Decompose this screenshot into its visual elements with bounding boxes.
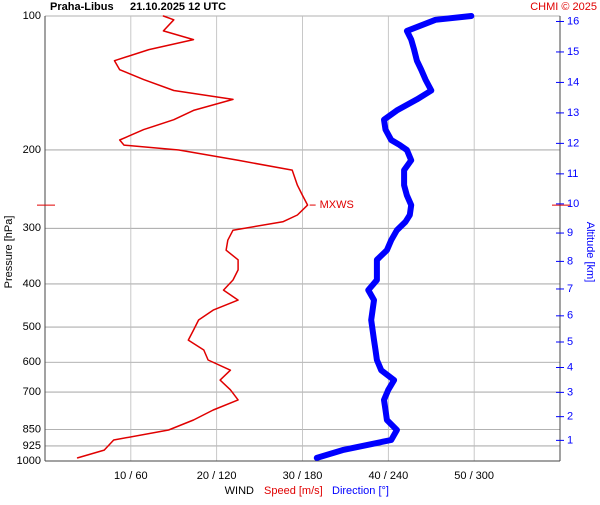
x-tick-label: 10 / 60 (114, 470, 148, 482)
mxws-label: MXWS (320, 199, 354, 211)
y2-tick-label: 6 (567, 310, 573, 322)
y2-tick-label: 7 (567, 283, 573, 295)
x-tick-label: 50 / 300 (454, 470, 494, 482)
profile-line (76, 15, 309, 459)
x-label: WIND (225, 485, 254, 497)
y2-label: Altitude [km] (584, 222, 596, 283)
y-tick-label: 100 (23, 10, 41, 22)
y2-tick-label: 16 (567, 15, 579, 27)
y2-tick-label: 11 (567, 168, 578, 180)
y-tick-label: 400 (23, 278, 41, 290)
y2-tick-label: 9 (567, 227, 573, 239)
y2-tick-label: 12 (567, 137, 579, 149)
y-tick-label: 700 (23, 386, 41, 398)
y-tick-label: 200 (23, 144, 41, 156)
y-tick-label: 850 (23, 423, 41, 435)
y2-tick-label: 10 (567, 198, 579, 210)
y2-tick-label: 4 (567, 361, 573, 373)
y2-tick-label: 1 (567, 434, 573, 446)
time: 21.10.2025 12 UTC (130, 1, 226, 13)
y-tick-label: 925 (23, 440, 41, 452)
y2-tick-label: 15 (567, 46, 579, 58)
y-tick-label: 500 (23, 321, 41, 333)
x-tick-label: 30 / 180 (283, 470, 323, 482)
credit: CHMI © 2025 (530, 1, 597, 13)
y2-tick-label: 2 (567, 411, 573, 423)
y-tick-label: 600 (23, 356, 41, 368)
y2-tick-label: 13 (567, 107, 579, 119)
x-tick-label: 20 / 120 (197, 470, 237, 482)
x-tick-label: 40 / 240 (368, 470, 408, 482)
y2-tick-label: 3 (567, 386, 573, 398)
y-label: Pressure [hPa] (3, 216, 15, 289)
y2-tick-label: 5 (567, 336, 573, 348)
station: Praha-Libus (50, 1, 114, 13)
y-tick-label: 300 (23, 222, 41, 234)
legend-speed: Speed [m/s] (264, 485, 323, 497)
y-tick-label: 1000 (17, 455, 41, 467)
y2-tick-label: 8 (567, 255, 573, 267)
y2-tick-label: 14 (567, 76, 579, 88)
legend-direction: Direction [°] (332, 485, 389, 497)
profile-line (313, 13, 475, 461)
